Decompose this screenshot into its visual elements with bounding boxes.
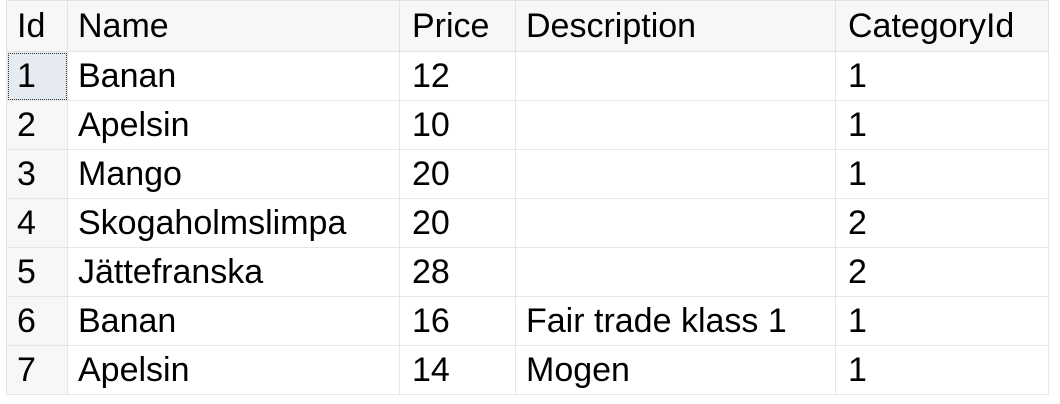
cell-id[interactable]: 5 [6, 247, 68, 297]
cell-price[interactable]: 14 [399, 345, 516, 395]
column-header-name[interactable]: Name [67, 0, 400, 52]
cell-description[interactable] [515, 149, 836, 199]
cell-description[interactable] [515, 51, 836, 101]
column-header-price[interactable]: Price [399, 0, 516, 52]
cell-description[interactable]: Fair trade klass 1 [515, 296, 836, 346]
cell-name[interactable]: Jättefranska [67, 247, 400, 297]
cell-id[interactable]: 2 [6, 100, 68, 150]
grid-header: Id Name Price Description CategoryId [6, 0, 1049, 52]
cell-name[interactable]: Apelsin [67, 345, 400, 395]
cell-categoryid[interactable]: 2 [835, 198, 1049, 248]
cell-price[interactable]: 12 [399, 51, 516, 101]
table-row[interactable]: 1 Banan 12 1 [6, 51, 1049, 101]
cell-id[interactable]: 1 [6, 51, 68, 101]
cell-name[interactable]: Skogaholmslimpa [67, 198, 400, 248]
table-row[interactable]: 3 Mango 20 1 [6, 149, 1049, 199]
cell-categoryid[interactable]: 1 [835, 149, 1049, 199]
cell-price[interactable]: 16 [399, 296, 516, 346]
cell-name[interactable]: Banan [67, 51, 400, 101]
table-row[interactable]: 7 Apelsin 14 Mogen 1 [6, 345, 1049, 395]
table-row[interactable]: 6 Banan 16 Fair trade klass 1 1 [6, 296, 1049, 346]
column-header-id[interactable]: Id [6, 0, 68, 52]
cell-categoryid[interactable]: 2 [835, 247, 1049, 297]
column-header-description[interactable]: Description [515, 0, 836, 52]
cell-id[interactable]: 7 [6, 345, 68, 395]
cell-price[interactable]: 20 [399, 198, 516, 248]
header-row: Id Name Price Description CategoryId [6, 0, 1049, 52]
grid-body: 1 Banan 12 1 2 Apelsin 10 1 3 Mango 20 1… [6, 51, 1049, 395]
cell-price[interactable]: 28 [399, 247, 516, 297]
cell-description[interactable]: Mogen [515, 345, 836, 395]
cell-price[interactable]: 10 [399, 100, 516, 150]
table-row[interactable]: 5 Jättefranska 28 2 [6, 247, 1049, 297]
results-grid: Id Name Price Description CategoryId 1 B… [6, 0, 1049, 395]
cell-name[interactable]: Mango [67, 149, 400, 199]
cell-description[interactable] [515, 100, 836, 150]
cell-price[interactable]: 20 [399, 149, 516, 199]
cell-description[interactable] [515, 198, 836, 248]
cell-id[interactable]: 3 [6, 149, 68, 199]
cell-name[interactable]: Apelsin [67, 100, 400, 150]
table-row[interactable]: 2 Apelsin 10 1 [6, 100, 1049, 150]
cell-categoryid[interactable]: 1 [835, 100, 1049, 150]
column-header-categoryid[interactable]: CategoryId [835, 0, 1049, 52]
cell-categoryid[interactable]: 1 [835, 51, 1049, 101]
cell-description[interactable] [515, 247, 836, 297]
cell-id[interactable]: 6 [6, 296, 68, 346]
table-row[interactable]: 4 Skogaholmslimpa 20 2 [6, 198, 1049, 248]
cell-categoryid[interactable]: 1 [835, 345, 1049, 395]
cell-categoryid[interactable]: 1 [835, 296, 1049, 346]
cell-name[interactable]: Banan [67, 296, 400, 346]
cell-id[interactable]: 4 [6, 198, 68, 248]
